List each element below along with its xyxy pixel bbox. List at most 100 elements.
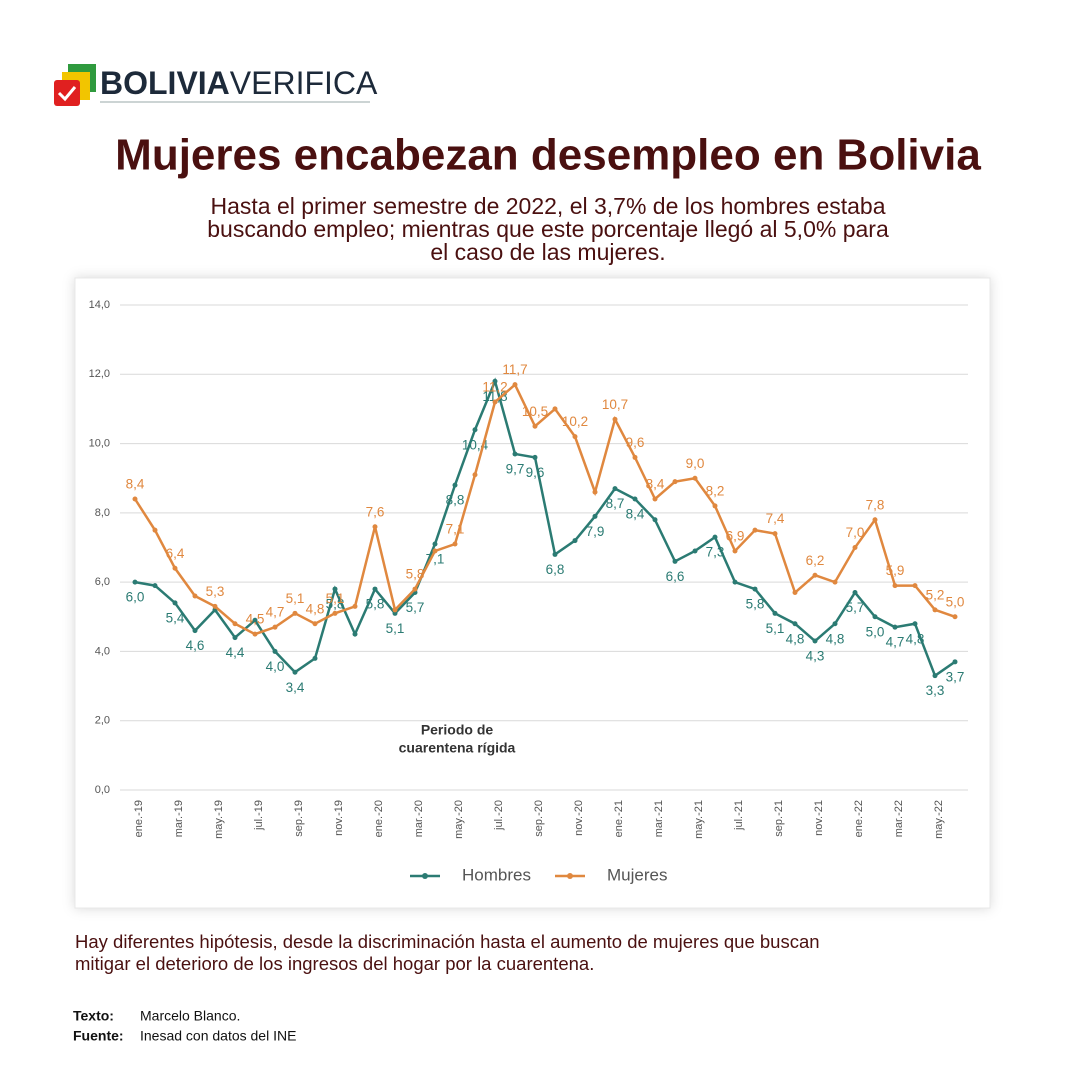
y-tick-label: 0,0 [95,784,110,796]
x-tick-label: mar.-19 [173,800,185,837]
data-label: 5,8 [746,597,765,612]
data-label: 6,9 [726,529,745,544]
point [332,586,338,592]
data-label: 6,4 [166,546,185,561]
point [632,496,638,502]
point [832,621,838,627]
point [832,579,838,585]
x-tick-label: may.-22 [933,800,945,839]
point [912,621,918,627]
logo-light: VERIFICA [230,65,378,101]
point [272,624,278,630]
point [132,579,138,585]
point [172,565,178,571]
point [152,527,158,533]
data-label: 11,8 [482,389,507,404]
point [152,583,158,589]
data-label: 7,9 [586,524,605,539]
data-label: 3,3 [926,683,945,698]
point [672,558,678,564]
y-tick-label: 8,0 [95,507,110,519]
point [792,590,798,596]
x-tick-label: may.-21 [693,800,705,839]
point [292,610,298,616]
point [892,583,898,589]
point [752,586,758,592]
data-label: 9,7 [506,462,525,477]
x-tick-label: jul.-20 [493,800,505,831]
credit-value: Marcelo Blanco. [140,1008,240,1024]
data-label: 5,3 [206,584,225,599]
data-label: 6,8 [546,562,565,577]
data-label: 8,8 [446,493,465,508]
x-tick-label: jul.-21 [733,800,745,831]
data-label: 7,6 [366,504,385,519]
data-label: 6,6 [666,569,685,584]
data-label: 8,4 [126,477,145,492]
point [592,513,598,519]
legend-dot [422,873,428,879]
credit-value: Inesad con datos del INE [140,1028,296,1044]
x-tick-label: ene.-20 [373,800,385,837]
subtitle: Hasta el primer semestre de 2022, el 3,7… [210,193,885,219]
data-label: 5,7 [846,600,865,615]
x-tick-label: ene.-22 [853,800,865,837]
point [312,655,318,661]
data-label: 5,1 [286,591,305,606]
data-label: 7,3 [706,545,725,560]
x-tick-label: mar.-22 [893,800,905,837]
data-label: 3,4 [286,680,305,695]
y-tick-label: 14,0 [89,299,110,311]
data-label: 4,4 [226,645,245,660]
point [752,527,758,533]
note: mitigar el deterioro de los ingresos del… [75,953,594,974]
point [372,586,378,592]
data-label: 11,7 [502,362,527,377]
point [532,423,538,429]
point [652,517,658,523]
point [772,610,778,616]
data-label: 11,2 [482,380,507,395]
data-label: 3,7 [946,669,965,684]
x-tick-label: may.-20 [453,800,465,839]
legend-dot [567,873,573,879]
point [432,541,438,547]
data-label: 9,0 [686,456,705,471]
data-label: 8,2 [706,483,725,498]
point [932,607,938,613]
point [332,610,338,616]
data-label: 5,7 [406,600,425,615]
point [252,617,258,623]
data-label: 4,8 [826,631,845,646]
data-label: 5,1 [326,591,345,606]
data-label: 8,4 [646,477,665,492]
point [872,517,878,523]
data-label: 6,0 [126,590,145,605]
annotation: Periodo de [421,722,494,738]
x-tick-label: sep.-21 [773,800,785,837]
data-label: 4,8 [306,601,325,616]
x-tick-label: mar.-21 [653,800,665,837]
point [392,607,398,613]
point [192,628,198,634]
data-label: 4,7 [266,605,285,620]
point [232,635,238,641]
data-label: 10,7 [602,397,628,412]
point [612,416,618,422]
y-tick-label: 12,0 [89,368,110,380]
point [632,454,638,460]
point [652,496,658,502]
x-tick-label: sep.-20 [533,800,545,837]
data-label: 4,8 [786,631,805,646]
point [212,603,218,609]
point [172,600,178,606]
annotation: cuarentena rígida [399,740,516,756]
point [472,472,478,478]
point [492,399,498,405]
subtitle: el caso de las mujeres. [430,239,665,265]
point [912,583,918,589]
point [552,406,558,412]
point [252,631,258,637]
series-line [133,382,956,636]
data-label: 8,4 [626,507,645,522]
